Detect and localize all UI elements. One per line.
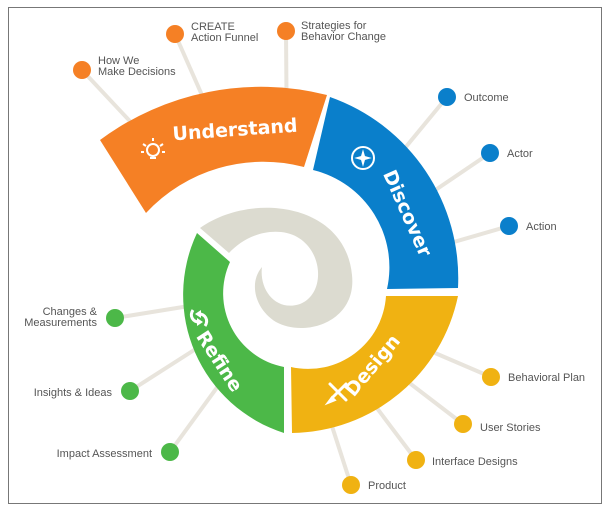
item-dot-design[interactable] bbox=[454, 415, 472, 433]
item-action[interactable]: Action bbox=[526, 221, 557, 233]
segment-discover[interactable] bbox=[313, 97, 459, 289]
item-outcome[interactable]: Outcome bbox=[464, 92, 509, 104]
item-dot-refine[interactable] bbox=[161, 443, 179, 461]
item-dot-understand[interactable] bbox=[166, 25, 184, 43]
item-dots bbox=[73, 22, 518, 494]
item-dot-discover[interactable] bbox=[481, 144, 499, 162]
item-behavioral-plan[interactable]: Behavioral Plan bbox=[508, 372, 585, 384]
item-product[interactable]: Product bbox=[368, 480, 406, 492]
item-impact-assessment[interactable]: Impact Assessment bbox=[57, 448, 152, 460]
refresh-arrows-icon bbox=[189, 309, 209, 327]
item-insights-ideas[interactable]: Insights & Ideas bbox=[34, 387, 113, 399]
item-user-stories[interactable]: User Stories bbox=[480, 422, 541, 434]
diagram-frame bbox=[8, 7, 602, 504]
item-dot-refine[interactable] bbox=[106, 309, 124, 327]
item-dot-understand[interactable] bbox=[73, 61, 91, 79]
lightbulb-icon bbox=[141, 138, 165, 159]
segment-understand[interactable] bbox=[100, 86, 327, 213]
item-create-action-funnel[interactable]: CREATE Action Funnel bbox=[191, 21, 258, 44]
item-how-we-make-decisions[interactable]: How We Make Decisions bbox=[98, 55, 176, 78]
item-changes-measurements[interactable]: Changes & Measurements bbox=[24, 306, 97, 329]
item-dot-design[interactable] bbox=[482, 368, 500, 386]
segment-refine[interactable] bbox=[183, 233, 284, 433]
item-strategies-behavior-change[interactable]: Strategies for Behavior Change bbox=[301, 20, 386, 43]
center-spiral bbox=[200, 207, 353, 329]
item-dot-design[interactable] bbox=[407, 451, 425, 469]
item-interface-designs[interactable]: Interface Designs bbox=[432, 456, 518, 468]
item-dot-design[interactable] bbox=[342, 476, 360, 494]
item-dot-discover[interactable] bbox=[438, 88, 456, 106]
compass-icon bbox=[351, 146, 375, 170]
tools-icon bbox=[324, 382, 348, 406]
item-dot-discover[interactable] bbox=[500, 217, 518, 235]
item-dot-refine[interactable] bbox=[121, 382, 139, 400]
item-actor[interactable]: Actor bbox=[507, 148, 533, 160]
item-dot-understand[interactable] bbox=[277, 22, 295, 40]
